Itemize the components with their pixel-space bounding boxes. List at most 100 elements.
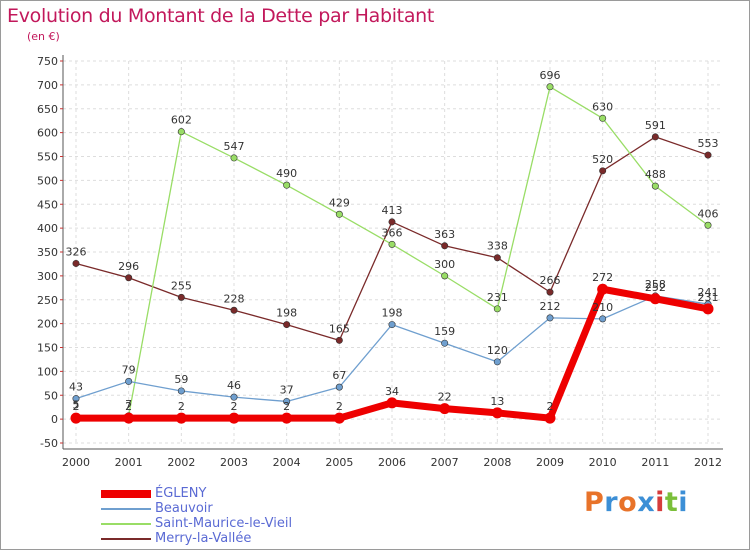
- data-label: 488: [645, 168, 666, 181]
- data-label: 2: [231, 400, 238, 413]
- data-point: [283, 181, 291, 189]
- legend-item: Saint-Maurice-le-Vieil: [101, 516, 292, 531]
- y-tick-label: 50: [44, 389, 58, 402]
- data-label: 79: [122, 363, 136, 376]
- data-label: 159: [434, 325, 455, 338]
- data-point: [546, 288, 554, 296]
- y-tick-label: 150: [37, 342, 58, 355]
- data-label: 7: [125, 398, 132, 411]
- y-tick-label: 200: [37, 318, 58, 331]
- data-label: 34: [385, 385, 399, 398]
- data-label: 363: [434, 228, 455, 241]
- data-label: 212: [540, 300, 561, 313]
- data-label: 67: [332, 369, 346, 382]
- data-point: [335, 210, 343, 218]
- data-point: [651, 182, 659, 190]
- y-tick-label: 250: [37, 294, 58, 307]
- y-tick-label: 350: [37, 246, 58, 259]
- legend-label: Saint-Maurice-le-Vieil: [155, 515, 293, 531]
- data-point: [546, 314, 554, 322]
- x-tick-label: 2007: [431, 456, 459, 469]
- logo-letter: t: [664, 487, 679, 518]
- x-tick-label: 2005: [325, 456, 353, 469]
- data-label: 2: [73, 400, 80, 413]
- data-point: [230, 393, 238, 401]
- data-label: 22: [438, 391, 452, 404]
- y-tick-label: 100: [37, 365, 58, 378]
- data-label: 241: [698, 286, 719, 299]
- data-point: [493, 254, 501, 262]
- data-point: [493, 305, 501, 313]
- data-point: [441, 272, 449, 280]
- data-point: [599, 114, 607, 122]
- data-point: [230, 306, 238, 314]
- data-label: 429: [329, 196, 350, 209]
- axis-layer: -50 0 50 100 150 200 250 300 350 400 450 500 550 600 6…: [37, 55, 723, 469]
- data-point: [281, 412, 293, 424]
- data-label: 406: [698, 207, 719, 220]
- data-point: [546, 83, 554, 91]
- logo-letter: P: [584, 487, 605, 518]
- data-label: 602: [171, 114, 192, 127]
- grid-layer: [63, 60, 723, 444]
- series-layer: [70, 83, 714, 424]
- data-point: [123, 412, 135, 424]
- data-label: 37: [280, 383, 294, 396]
- data-label: 326: [66, 245, 87, 258]
- legend-item: ÉGLENY: [101, 486, 292, 501]
- data-point: [72, 395, 80, 403]
- data-label: 198: [382, 307, 403, 320]
- data-label: 490: [276, 167, 297, 180]
- data-point: [177, 293, 185, 301]
- y-tick-label: 650: [37, 103, 58, 116]
- chart-subtitle: (en €): [27, 30, 60, 43]
- data-point: [388, 240, 396, 248]
- data-label: 120: [487, 344, 508, 357]
- x-tick-label: 2002: [167, 456, 195, 469]
- y-tick-label: 400: [37, 222, 58, 235]
- legend-swatch: [101, 489, 151, 498]
- data-point: [439, 403, 451, 415]
- data-point: [125, 274, 133, 282]
- y-tick-label: 450: [37, 198, 58, 211]
- x-tick-label: 2011: [641, 456, 669, 469]
- legend-swatch: [101, 522, 151, 525]
- data-label: 2: [125, 400, 132, 413]
- data-point: [388, 321, 396, 329]
- legend: ÉGLENY Beauvoir Saint-Maurice-le-Vieil Merr…: [101, 486, 292, 546]
- data-label: 591: [645, 119, 666, 132]
- data-label: 2: [547, 400, 554, 413]
- data-point: [177, 387, 185, 395]
- x-tick-label: 2012: [694, 456, 722, 469]
- data-point: [177, 128, 185, 136]
- data-label: 520: [592, 153, 613, 166]
- y-tick-label: 700: [37, 79, 58, 92]
- y-tick-label: 600: [37, 127, 58, 140]
- data-point: [493, 358, 501, 366]
- data-label: 258: [645, 278, 666, 291]
- x-tick-label: 2010: [589, 456, 617, 469]
- data-label: 553: [698, 137, 719, 150]
- y-tick-label: 550: [37, 151, 58, 164]
- data-label: 266: [540, 274, 561, 287]
- data-point: [702, 303, 714, 315]
- data-point: [386, 397, 398, 409]
- legend-item: Beauvoir: [101, 501, 292, 516]
- x-tick-label: 2008: [483, 456, 511, 469]
- y-tick-label: 300: [37, 270, 58, 283]
- data-point: [441, 339, 449, 347]
- legend-swatch: [101, 537, 151, 540]
- y-tick-label: -50: [40, 437, 58, 450]
- data-label: 547: [224, 140, 245, 153]
- data-point: [72, 259, 80, 267]
- legend-label: Merry-la-Vallée: [155, 530, 252, 546]
- data-point: [175, 412, 187, 424]
- data-label: 198: [276, 307, 297, 320]
- data-label: 231: [487, 291, 508, 304]
- data-label: 296: [118, 260, 139, 273]
- data-label: 2: [336, 400, 343, 413]
- legend-label: ÉGLENY: [155, 485, 207, 501]
